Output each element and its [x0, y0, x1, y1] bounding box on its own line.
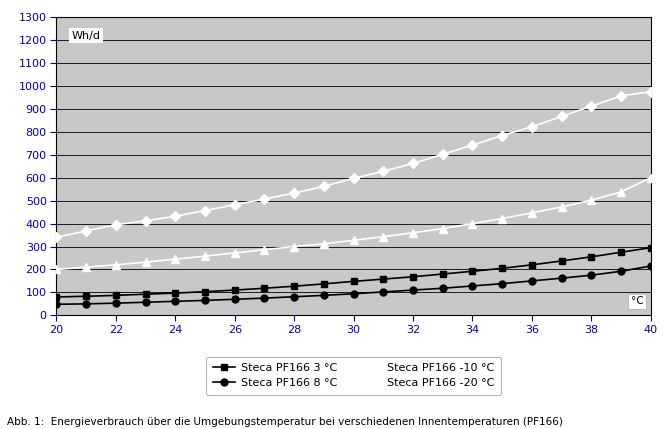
- Steca PF166 -20 °C: [469, 142, 477, 148]
- Steca PF166 8 °C: [82, 301, 90, 306]
- Steca PF166 -20 °C: [171, 214, 179, 219]
- Steca PF166 3 °C: [171, 290, 179, 296]
- Steca PF166 3 °C: [558, 258, 566, 263]
- Steca PF166 3 °C: [617, 250, 625, 255]
- Steca PF166 -20 °C: [141, 218, 149, 224]
- Steca PF166 -20 °C: [112, 222, 120, 227]
- Steca PF166 8 °C: [439, 286, 447, 291]
- Steca PF166 -20 °C: [82, 228, 90, 233]
- Steca PF166 8 °C: [409, 287, 417, 293]
- Steca PF166 3 °C: [260, 286, 268, 291]
- Steca PF166 3 °C: [439, 272, 447, 277]
- Steca PF166 -10 °C: [379, 234, 387, 239]
- Steca PF166 -10 °C: [350, 238, 358, 243]
- Steca PF166 -20 °C: [439, 152, 447, 157]
- Steca PF166 -20 °C: [350, 176, 358, 181]
- Steca PF166 3 °C: [82, 294, 90, 299]
- Steca PF166 -20 °C: [52, 235, 60, 240]
- Line: Steca PF166 3 °C: Steca PF166 3 °C: [53, 244, 654, 300]
- Line: Steca PF166 8 °C: Steca PF166 8 °C: [53, 263, 654, 308]
- Steca PF166 8 °C: [588, 272, 596, 278]
- Steca PF166 -20 °C: [558, 114, 566, 119]
- Steca PF166 -10 °C: [409, 230, 417, 236]
- Steca PF166 -10 °C: [528, 210, 536, 215]
- Steca PF166 -10 °C: [52, 267, 60, 272]
- Steca PF166 -10 °C: [617, 189, 625, 194]
- Steca PF166 -10 °C: [498, 216, 506, 221]
- Steca PF166 8 °C: [528, 278, 536, 284]
- Steca PF166 -20 °C: [647, 89, 655, 94]
- Steca PF166 -10 °C: [82, 265, 90, 270]
- Steca PF166 -10 °C: [439, 226, 447, 231]
- Steca PF166 -20 °C: [617, 93, 625, 98]
- Steca PF166 -20 °C: [231, 202, 239, 207]
- Steca PF166 -20 °C: [379, 169, 387, 174]
- Line: Steca PF166 -10 °C: Steca PF166 -10 °C: [52, 174, 655, 274]
- Steca PF166 3 °C: [469, 269, 477, 274]
- Steca PF166 8 °C: [112, 301, 120, 306]
- Legend: Steca PF166 3 °C, Steca PF166 8 °C, Steca PF166 -10 °C, Steca PF166 -20 °C: Steca PF166 3 °C, Steca PF166 8 °C, Stec…: [206, 356, 501, 395]
- Steca PF166 8 °C: [350, 291, 358, 296]
- Steca PF166 8 °C: [320, 293, 328, 298]
- Steca PF166 8 °C: [498, 281, 506, 286]
- Steca PF166 8 °C: [201, 298, 209, 303]
- Steca PF166 8 °C: [260, 296, 268, 301]
- Steca PF166 3 °C: [290, 284, 298, 289]
- Steca PF166 -10 °C: [320, 241, 328, 246]
- Steca PF166 3 °C: [379, 277, 387, 282]
- Steca PF166 3 °C: [588, 254, 596, 260]
- Steca PF166 3 °C: [409, 274, 417, 279]
- Text: °C: °C: [631, 296, 643, 306]
- Steca PF166 3 °C: [201, 289, 209, 294]
- Steca PF166 3 °C: [52, 294, 60, 299]
- Steca PF166 -20 °C: [201, 208, 209, 213]
- Steca PF166 -20 °C: [528, 124, 536, 130]
- Steca PF166 8 °C: [617, 269, 625, 274]
- Steca PF166 8 °C: [52, 302, 60, 307]
- Steca PF166 -10 °C: [588, 198, 596, 203]
- Steca PF166 3 °C: [350, 279, 358, 284]
- Steca PF166 8 °C: [379, 289, 387, 294]
- Steca PF166 3 °C: [141, 292, 149, 297]
- Steca PF166 -10 °C: [141, 260, 149, 265]
- Steca PF166 8 °C: [469, 284, 477, 289]
- Steca PF166 8 °C: [290, 294, 298, 299]
- Steca PF166 -20 °C: [290, 190, 298, 196]
- Steca PF166 -20 °C: [260, 196, 268, 202]
- Steca PF166 -10 °C: [171, 257, 179, 262]
- Steca PF166 3 °C: [528, 262, 536, 267]
- Steca PF166 8 °C: [647, 263, 655, 269]
- Steca PF166 -20 °C: [320, 184, 328, 189]
- Steca PF166 -20 °C: [588, 103, 596, 109]
- Steca PF166 8 °C: [558, 275, 566, 281]
- Text: Wh/d: Wh/d: [71, 30, 100, 41]
- Steca PF166 3 °C: [498, 266, 506, 271]
- Steca PF166 8 °C: [141, 300, 149, 305]
- Steca PF166 3 °C: [320, 281, 328, 287]
- Steca PF166 -10 °C: [201, 254, 209, 259]
- Steca PF166 3 °C: [647, 245, 655, 250]
- Steca PF166 -10 °C: [231, 251, 239, 256]
- Steca PF166 -10 °C: [290, 244, 298, 249]
- Steca PF166 -10 °C: [260, 247, 268, 252]
- Steca PF166 -10 °C: [558, 205, 566, 210]
- Steca PF166 -20 °C: [409, 161, 417, 166]
- Steca PF166 -10 °C: [469, 221, 477, 226]
- Text: Abb. 1:  Energieverbrauch über die Umgebungstemperatur bei verschiedenen Innente: Abb. 1: Energieverbrauch über die Umgebu…: [7, 417, 562, 427]
- Steca PF166 3 °C: [112, 293, 120, 298]
- Steca PF166 -10 °C: [647, 175, 655, 180]
- Line: Steca PF166 -20 °C: Steca PF166 -20 °C: [53, 88, 654, 241]
- Steca PF166 -20 °C: [498, 133, 506, 138]
- Steca PF166 3 °C: [231, 287, 239, 293]
- Steca PF166 8 °C: [171, 299, 179, 304]
- Steca PF166 8 °C: [231, 297, 239, 302]
- Steca PF166 -10 °C: [112, 262, 120, 267]
